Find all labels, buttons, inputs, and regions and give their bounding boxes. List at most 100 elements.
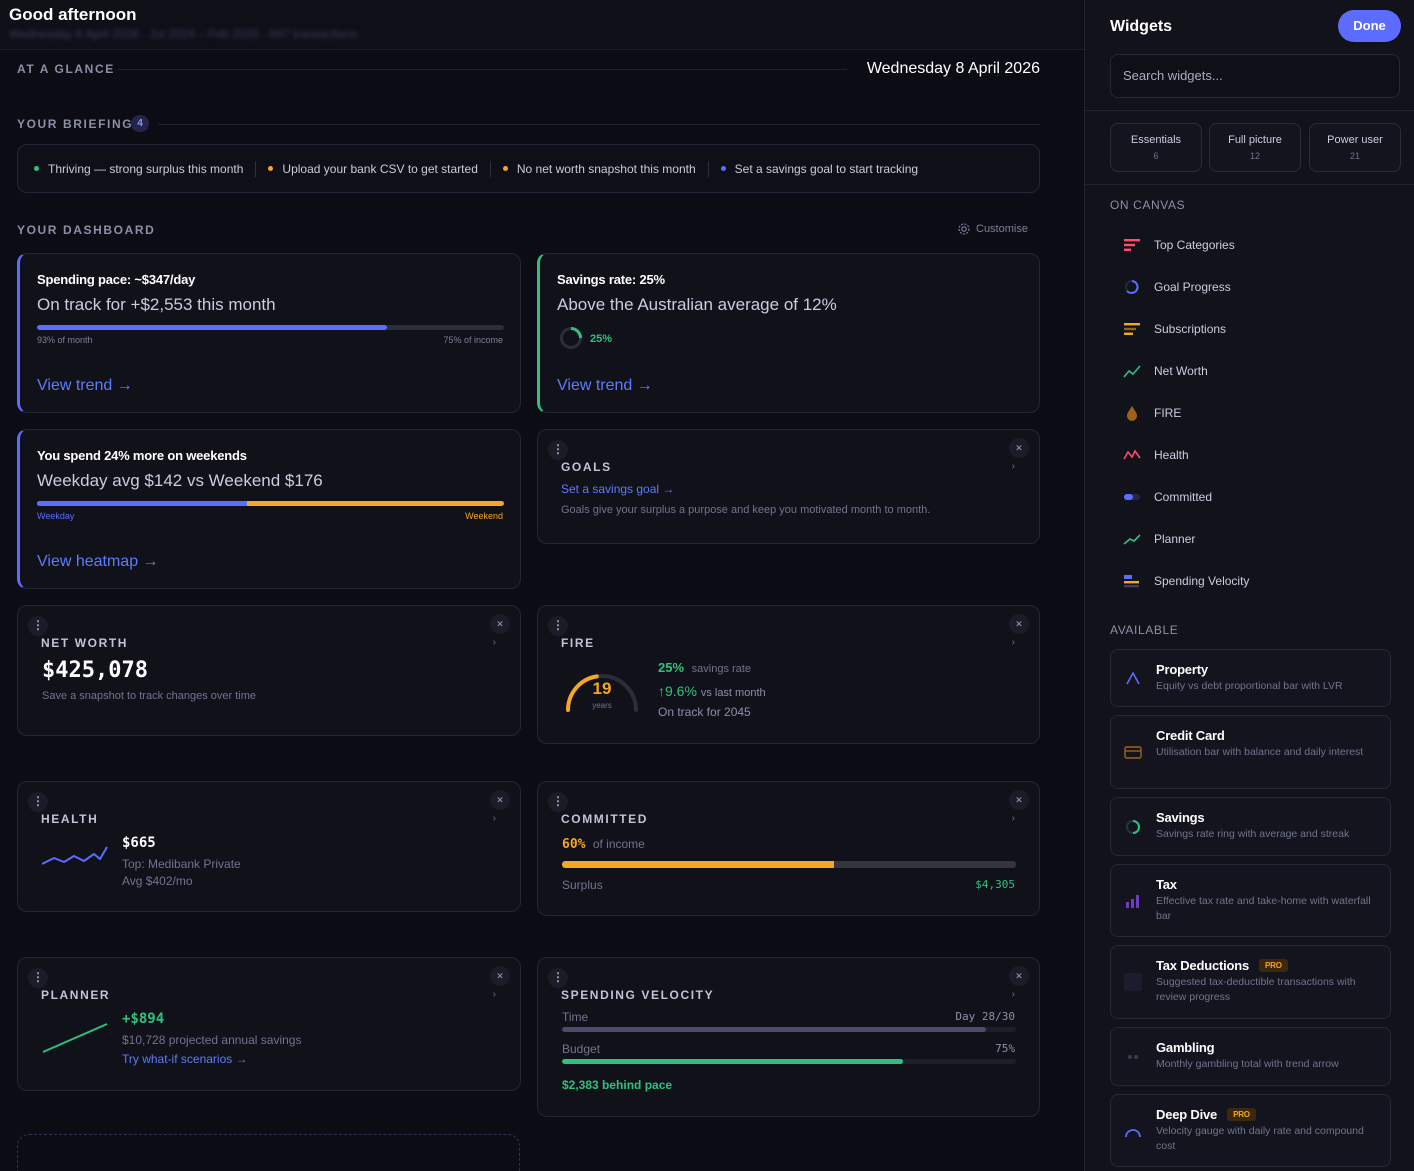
spending-pace-card: Spending pace: ~$347/day On track for +$… [17, 253, 521, 413]
fire-change-value: ↑9.6% [658, 683, 697, 699]
available-savings[interactable]: Savings Savings rate ring with average a… [1110, 797, 1391, 856]
preset-essentials[interactable]: Essentials 6 [1110, 123, 1202, 172]
chart-icon [1121, 891, 1145, 911]
canvas-item-label: Health [1154, 448, 1189, 462]
available-title: Credit Card [1156, 728, 1225, 743]
close-icon[interactable]: ✕ [1009, 790, 1029, 810]
list-icon [1120, 319, 1144, 339]
velocity-budget-value: 75% [995, 1042, 1015, 1055]
drag-handle-icon[interactable]: ⋮ [548, 968, 568, 988]
briefing-strip: Thriving — strong surplus this month Upl… [17, 144, 1040, 193]
available-tax-deductions[interactable]: Tax Deductions PRO Suggested tax-deductib… [1110, 945, 1391, 1019]
briefing-item[interactable]: Set a savings goal to start tracking [720, 162, 918, 176]
briefing-item[interactable]: Upload your bank CSV to get started [268, 162, 478, 176]
canvas-item-top-categories[interactable]: Top Categories [1120, 235, 1235, 255]
fire-widget: ⋮ ✕ › FIRE 19 years 25% savings rate ↑9.… [537, 605, 1040, 744]
briefing-item[interactable]: Thriving — strong surplus this month [34, 162, 243, 176]
canvas-item-committed[interactable]: Committed [1120, 487, 1212, 507]
greeting: Good afternoon [9, 5, 137, 24]
planner-value: +$894 [122, 1011, 165, 1027]
weekend-headline: Weekday avg $142 vs Weekend $176 [37, 471, 323, 490]
health-sparkline-icon [42, 846, 108, 865]
canvas-item-label: Planner [1154, 532, 1196, 546]
committed-pct-row: 60% of income [562, 837, 645, 852]
chevron-right-icon[interactable]: › [492, 989, 496, 1000]
greeting-subtitle: Wednesday 8 April 2026 · Jul 2024 – Feb … [9, 27, 358, 41]
available-credit-card[interactable]: Credit Card Utilisation bar with balance… [1110, 715, 1391, 789]
customise-button[interactable]: Customise [957, 222, 1028, 236]
weekend-title: You spend 24% more on weekends [37, 448, 247, 463]
today-date: Wednesday 8 April 2026 [866, 60, 1040, 77]
drag-handle-icon[interactable]: ⋮ [548, 616, 568, 636]
net-worth-widget: ⋮ ✕ › NET WORTH $425,078 Save a snapshot… [17, 605, 521, 736]
close-icon[interactable]: ✕ [490, 966, 510, 986]
dashboard-label: YOUR DASHBOARD [17, 223, 156, 237]
available-description: Effective tax rate and take-home with wa… [1156, 895, 1371, 922]
chevron-right-icon[interactable]: › [1011, 461, 1015, 472]
net-worth-title: NET WORTH [41, 636, 129, 650]
available-property[interactable]: Property Equity vs debt proportional bar… [1110, 649, 1391, 707]
health-average: Avg $402/mo [122, 874, 193, 888]
status-dot-icon [720, 166, 726, 171]
preset-full-picture[interactable]: Full picture 12 [1209, 123, 1301, 172]
drag-handle-icon[interactable]: ⋮ [28, 968, 48, 988]
available-deep-dive[interactable]: Deep Dive PRO Velocity gauge with daily r… [1110, 1094, 1391, 1167]
view-trend-link[interactable]: View trend → [37, 377, 133, 394]
briefing-item-text: No net worth snapshot this month [516, 161, 696, 176]
preset-power-user[interactable]: Power user 21 [1309, 123, 1401, 172]
available-title-text: Tax Deductions [1156, 958, 1250, 973]
what-if-link[interactable]: Try what-if scenarios → [122, 1052, 248, 1066]
widgets-panel: Widgets Done Search widgets... Essential… [1084, 0, 1414, 1171]
chevron-right-icon[interactable]: › [1011, 989, 1015, 1000]
chevron-right-icon[interactable]: › [1011, 637, 1015, 648]
close-icon[interactable]: ✕ [1009, 438, 1029, 458]
drag-handle-icon[interactable]: ⋮ [28, 792, 48, 812]
divider [117, 69, 847, 70]
weekend-spending-card: You spend 24% more on weekends Weekday a… [17, 429, 521, 589]
chevron-right-icon[interactable]: › [492, 813, 496, 824]
triangle-icon [1121, 668, 1145, 688]
search-input[interactable]: Search widgets... [1110, 54, 1400, 98]
view-trend-link[interactable]: View trend → [557, 377, 653, 394]
preset-count: 21 [1349, 151, 1360, 161]
drag-handle-icon[interactable]: ⋮ [28, 616, 48, 636]
available-gambling[interactable]: Gambling Monthly gambling total with tre… [1110, 1027, 1391, 1086]
top-bar: Good afternoon Wednesday 8 April 2026 · … [0, 0, 1084, 50]
canvas-item-planner[interactable]: Planner [1120, 529, 1195, 549]
view-heatmap-link[interactable]: View heatmap → [37, 553, 159, 570]
canvas-item-fire[interactable]: FIRE [1120, 403, 1181, 423]
set-savings-goal-link[interactable]: Set a savings goal → [561, 482, 675, 496]
canvas-item-subscriptions[interactable]: Subscriptions [1120, 319, 1226, 339]
canvas-item-label: Committed [1154, 490, 1213, 504]
canvas-item-goal-progress[interactable]: Goal Progress [1120, 277, 1231, 297]
velocity-budget-label: Budget [562, 1042, 601, 1056]
close-icon[interactable]: ✕ [490, 614, 510, 634]
pace-month-label: 93% of month [37, 335, 93, 345]
gauge-icon [1121, 1121, 1145, 1141]
available-title: Tax Deductions PRO [1156, 958, 1288, 973]
fire-on-track: On track for 2045 [658, 705, 751, 719]
pace-income-label: 75% of income [443, 335, 503, 345]
preset-count: 6 [1153, 151, 1159, 161]
briefing-item[interactable]: No net worth snapshot this month [502, 161, 696, 176]
canvas-item-health[interactable]: Health [1120, 445, 1189, 465]
available-label: AVAILABLE [1110, 623, 1179, 637]
velocity-time-label: Time [562, 1010, 589, 1024]
pace-progress-bar [37, 325, 504, 330]
close-icon[interactable]: ✕ [490, 790, 510, 810]
available-description: Savings rate ring with average and strea… [1156, 828, 1350, 840]
done-button[interactable]: Done [1338, 10, 1401, 42]
chevron-right-icon[interactable]: › [492, 637, 496, 648]
add-widget-placeholder[interactable] [17, 1134, 520, 1171]
drag-handle-icon[interactable]: ⋮ [548, 440, 568, 460]
canvas-item-net-worth[interactable]: Net Worth [1120, 361, 1208, 381]
drag-handle-icon[interactable]: ⋮ [548, 792, 568, 812]
fire-rate-row: 25% savings rate [658, 660, 751, 675]
close-icon[interactable]: ✕ [1009, 966, 1029, 986]
chevron-right-icon[interactable]: › [1011, 813, 1015, 824]
available-tax[interactable]: Tax Effective tax rate and take-home wit… [1110, 864, 1391, 937]
canvas-item-label: Net Worth [1154, 364, 1208, 378]
preset-count: 12 [1249, 151, 1260, 161]
close-icon[interactable]: ✕ [1009, 614, 1029, 634]
canvas-item-spending-velocity[interactable]: Spending Velocity [1120, 571, 1249, 591]
